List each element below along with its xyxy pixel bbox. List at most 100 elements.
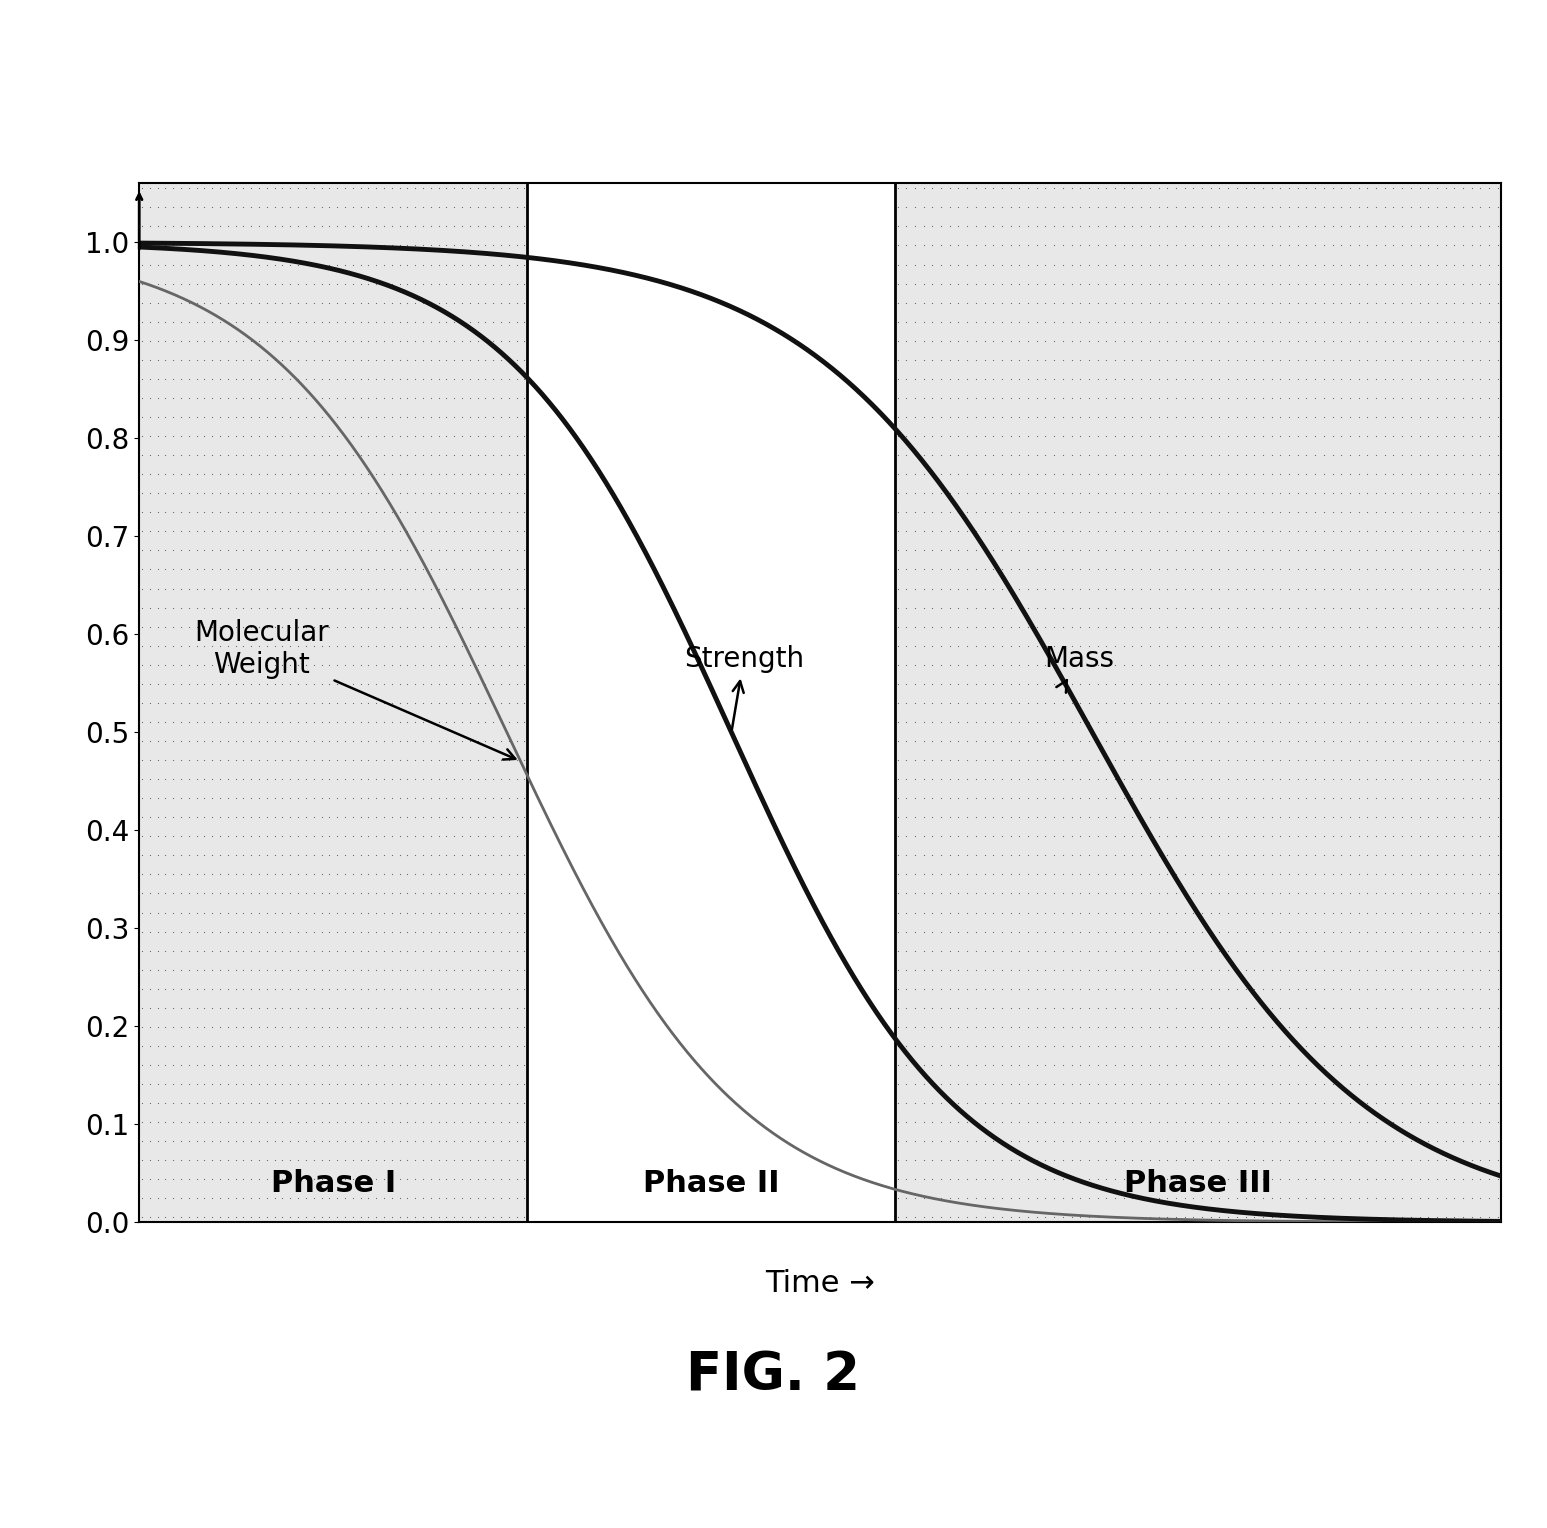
Point — [1442, 614, 1467, 639]
Point — [1086, 900, 1111, 924]
Point — [1156, 272, 1180, 296]
Point — [153, 805, 178, 830]
Point — [1269, 576, 1293, 601]
Point — [1372, 443, 1397, 468]
Point — [184, 329, 209, 353]
Point — [504, 252, 529, 277]
Point — [410, 1186, 435, 1210]
Point — [333, 1071, 357, 1096]
Point — [885, 938, 910, 963]
Point — [972, 290, 996, 315]
Point — [255, 729, 280, 753]
Point — [356, 747, 381, 772]
Point — [207, 310, 232, 335]
Point — [1250, 576, 1275, 601]
Point — [1060, 1071, 1084, 1096]
Point — [1180, 461, 1205, 486]
Point — [1295, 520, 1320, 544]
Point — [1190, 1148, 1214, 1172]
Point — [466, 443, 490, 468]
Point — [130, 938, 155, 963]
Point — [1077, 214, 1101, 238]
Point — [169, 805, 193, 830]
Point — [1111, 614, 1135, 639]
Point — [138, 882, 162, 906]
Point — [1355, 234, 1380, 258]
Point — [442, 1148, 467, 1172]
Point — [1016, 385, 1041, 410]
Point — [1259, 347, 1284, 371]
Point — [364, 747, 388, 772]
Point — [512, 938, 537, 963]
Point — [1398, 1206, 1423, 1230]
Point — [911, 1015, 936, 1039]
Point — [1442, 272, 1467, 296]
Point — [1137, 310, 1162, 335]
Point — [309, 1109, 334, 1134]
Point — [1276, 996, 1301, 1021]
Point — [1303, 443, 1327, 468]
Point — [317, 1167, 342, 1192]
Point — [317, 347, 342, 371]
Point — [1425, 596, 1450, 620]
Point — [1372, 709, 1397, 733]
Point — [207, 1109, 232, 1134]
Point — [894, 1148, 919, 1172]
Point — [394, 824, 419, 848]
Point — [1312, 385, 1337, 410]
Point — [481, 214, 506, 238]
Point — [231, 920, 255, 944]
Point — [246, 443, 271, 468]
Point — [309, 634, 334, 659]
Point — [309, 862, 334, 886]
Point — [466, 709, 490, 733]
Point — [348, 862, 373, 886]
Point — [954, 558, 979, 582]
Point — [153, 996, 178, 1021]
Point — [466, 176, 490, 200]
Point — [255, 976, 280, 1001]
Point — [1163, 367, 1188, 391]
Point — [1137, 614, 1162, 639]
Point — [153, 596, 178, 620]
Point — [1225, 1148, 1250, 1172]
Point — [1233, 367, 1258, 391]
Point — [954, 614, 979, 639]
Point — [246, 558, 271, 582]
Point — [356, 1148, 381, 1172]
Point — [1190, 405, 1214, 429]
Point — [1381, 290, 1406, 315]
Point — [937, 1109, 962, 1134]
Point — [1120, 252, 1145, 277]
Point — [1060, 843, 1084, 868]
Point — [981, 862, 1006, 886]
Point — [1295, 900, 1320, 924]
Point — [418, 1091, 442, 1115]
Point — [972, 1129, 996, 1154]
Point — [1190, 1206, 1214, 1230]
Point — [1103, 234, 1128, 258]
Point — [1389, 290, 1414, 315]
Point — [1329, 767, 1354, 792]
Point — [176, 785, 201, 810]
Point — [1477, 310, 1502, 335]
Point — [325, 196, 350, 220]
Point — [1199, 614, 1224, 639]
Point — [263, 329, 288, 353]
Point — [325, 976, 350, 1001]
Point — [1077, 862, 1101, 886]
Point — [1398, 500, 1423, 524]
Point — [1451, 767, 1476, 792]
Point — [1225, 900, 1250, 924]
Point — [442, 900, 467, 924]
Point — [1060, 272, 1084, 296]
Point — [1250, 709, 1275, 733]
Point — [418, 290, 442, 315]
Point — [458, 843, 483, 868]
Point — [1094, 443, 1118, 468]
Point — [1233, 920, 1258, 944]
Point — [1016, 1034, 1041, 1059]
Point — [1086, 176, 1111, 200]
Point — [1163, 596, 1188, 620]
Point — [1067, 196, 1092, 220]
